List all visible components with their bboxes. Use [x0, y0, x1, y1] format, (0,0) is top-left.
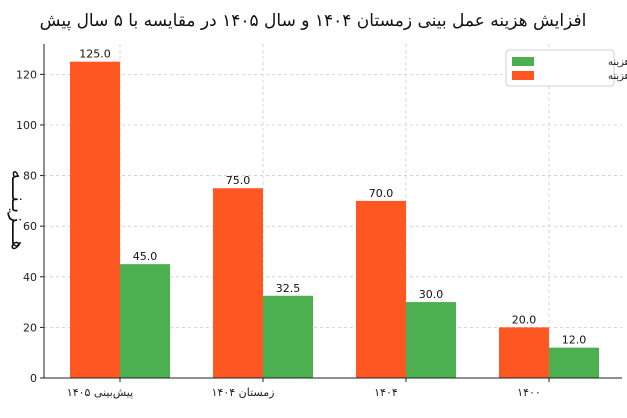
chart-title: افزایش هزینه عمل بینی زمستان ۱۴۰۴ و سال … [40, 11, 587, 31]
data-label: 125.0 [79, 48, 111, 61]
data-label: 75.0 [226, 174, 251, 187]
data-label: 32.5 [276, 282, 301, 295]
data-label: 70.0 [369, 187, 394, 200]
bar [499, 327, 549, 378]
legend-box [505, 49, 615, 87]
bar [263, 295, 313, 378]
legend-swatch [512, 71, 534, 80]
bar [70, 61, 120, 378]
legend-swatch [512, 57, 534, 66]
x-tick-label: زمستان ۱۴۰۴ [212, 386, 275, 399]
y-tick-label: 60 [23, 220, 37, 233]
y-tick-label: 100 [16, 119, 37, 132]
bar [406, 302, 456, 378]
data-label: 12.0 [562, 334, 587, 347]
y-axis-label: هـــزیـنـــه [7, 170, 29, 251]
bar [213, 188, 263, 378]
bars [70, 61, 599, 378]
data-labels: 125.0 75.0 70.0 20.0 45.0 32.5 30.0 12.0 [79, 48, 586, 347]
y-tick-label: 0 [30, 372, 37, 385]
data-label: 30.0 [419, 288, 444, 301]
data-label: 45.0 [133, 250, 158, 263]
x-tick-label: پیش‌بینی ۱۴۰۵ [67, 386, 133, 399]
bar [120, 264, 170, 378]
bar [356, 200, 406, 378]
axes: 0 20 40 60 80 100 120 پیش‌بینی ۱۴۰۵ زمستان ۱۴۰۴ ۱… [16, 44, 622, 399]
x-tick-label: ۱۴۰۰ [517, 386, 541, 399]
y-tick-label: 120 [16, 68, 37, 81]
legend-label: حداکثر هزینه [608, 71, 627, 82]
data-label: 20.0 [512, 313, 537, 326]
x-tick-label: ۱۴۰۴ [374, 386, 398, 399]
y-tick-label: 40 [23, 271, 37, 284]
bar [549, 347, 599, 378]
y-tick-label: 20 [23, 321, 37, 334]
legend-label: حداقل هزینه [608, 57, 627, 68]
legend: حداقل هزینه حداکثر هزینه [505, 49, 627, 87]
y-tick-label: 80 [23, 170, 37, 183]
